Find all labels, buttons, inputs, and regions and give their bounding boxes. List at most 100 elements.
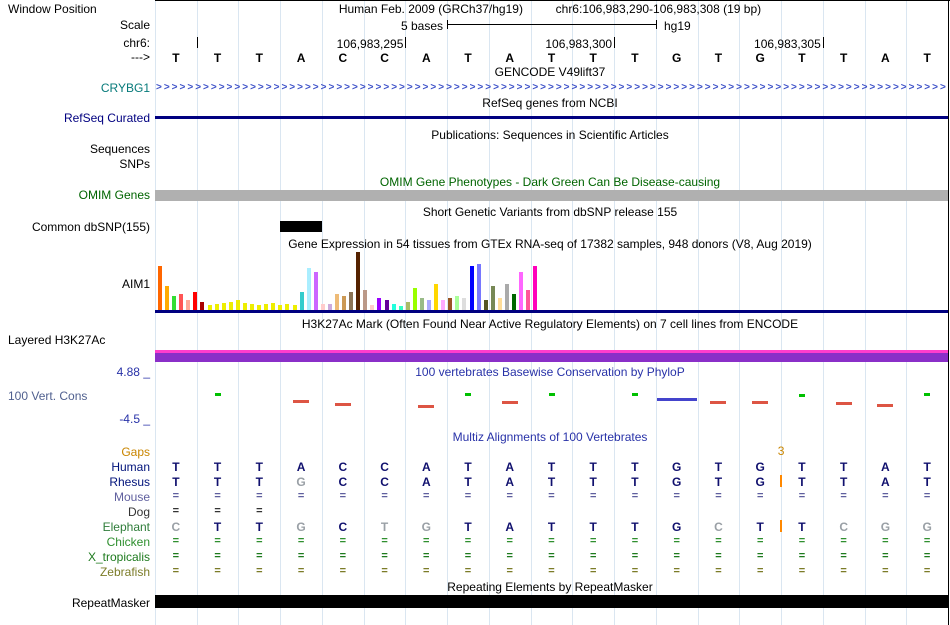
repeatmasker-bar[interactable] — [155, 595, 948, 608]
h3k27ac-signal-purple[interactable] — [155, 353, 948, 362]
gtex-expression-bar[interactable] — [257, 305, 262, 310]
gtex-expression-bar[interactable] — [419, 298, 424, 310]
gtex-expression-bar[interactable] — [278, 305, 283, 310]
dbsnp-label[interactable]: Common dbSNP(155) — [31, 220, 150, 234]
alignment-species-label[interactable]: Dog — [127, 505, 150, 519]
gtex-expression-bar[interactable] — [519, 272, 524, 310]
gtex-expression-bar[interactable] — [242, 303, 247, 310]
gene-label-crybg1[interactable]: CRYBG1 — [100, 81, 150, 95]
phylop-mark[interactable] — [835, 401, 852, 405]
alignment-base: T — [547, 460, 556, 474]
gtex-expression-bar[interactable] — [377, 298, 382, 310]
phylop-mark[interactable] — [501, 401, 518, 404]
h3k27ac-label[interactable]: Layered H3K27Ac — [8, 333, 106, 347]
refseq-curated-label[interactable]: RefSeq Curated — [63, 111, 150, 125]
gtex-expression-bar[interactable] — [306, 268, 311, 310]
gtex-expression-bar[interactable] — [455, 296, 460, 310]
gtex-expression-bar[interactable] — [391, 304, 396, 310]
gtex-expression-bar[interactable] — [179, 294, 184, 310]
gtex-expression-bar[interactable] — [476, 264, 481, 310]
phylop-mark[interactable] — [798, 394, 805, 397]
alignment-species-label[interactable]: Chicken — [106, 535, 150, 549]
gtex-expression-bar[interactable] — [186, 300, 191, 310]
phylop-mark[interactable] — [548, 392, 555, 396]
sequences-label[interactable]: Sequences — [89, 142, 150, 156]
gtex-expression-bar[interactable] — [533, 266, 538, 310]
alignment-species-label[interactable]: Human — [111, 460, 150, 474]
phylop-mark[interactable] — [465, 392, 472, 396]
gtex-expression-bar[interactable] — [285, 304, 290, 310]
phylop-mark[interactable] — [656, 398, 697, 402]
dbsnp-variant-box[interactable] — [280, 221, 322, 232]
strand-label: ---> — [131, 50, 150, 64]
gtex-expression-bar[interactable] — [469, 266, 474, 310]
gtex-expression-bar[interactable] — [172, 296, 177, 310]
phylop-mark[interactable] — [418, 404, 435, 408]
gtex-expression-bar[interactable] — [441, 300, 446, 310]
gtex-expression-bar[interactable] — [427, 300, 432, 310]
phylop-mark[interactable] — [293, 400, 310, 404]
gtex-expression-bar[interactable] — [462, 298, 467, 310]
gtex-expression-bar[interactable] — [250, 304, 255, 310]
gtex-expression-bar[interactable] — [214, 304, 219, 310]
gtex-expression-bar[interactable] — [193, 292, 198, 310]
phylop-mark[interactable] — [631, 392, 638, 396]
phylop-mark[interactable] — [710, 400, 727, 404]
gtex-expression-bar[interactable] — [292, 305, 297, 310]
phylop-mark[interactable] — [334, 402, 351, 406]
gtex-expression-bar[interactable] — [342, 296, 347, 310]
gtex-expression-bar[interactable] — [384, 300, 389, 310]
gtex-expression-bar[interactable] — [165, 286, 170, 310]
gtex-expression-bar[interactable] — [264, 304, 269, 310]
repeatmasker-label[interactable]: RepeatMasker — [71, 596, 150, 610]
gene-strand-arrows[interactable]: >>>>>>>>>>>>>>>>>>>>>>>>>>>>>>>>>>>>>>>>… — [156, 82, 947, 93]
phylop-max-value: 4.88 _ — [116, 365, 150, 379]
snps-label[interactable]: SNPs — [119, 157, 150, 171]
gtex-expression-bar[interactable] — [200, 302, 205, 310]
gtex-expression-bar[interactable] — [504, 284, 509, 310]
gtex-gene-label[interactable]: AIM1 — [121, 277, 150, 291]
gtex-expression-bar[interactable] — [405, 302, 410, 310]
gtex-expression-bar[interactable] — [235, 300, 240, 310]
gtex-expression-bar[interactable] — [320, 304, 325, 310]
gtex-expression-bar[interactable] — [526, 290, 531, 310]
gtex-expression-bar[interactable] — [363, 290, 368, 310]
gtex-expression-bar[interactable] — [490, 286, 495, 310]
refseq-gene-bar[interactable] — [155, 116, 948, 119]
alignment-base: T — [547, 475, 556, 489]
gtex-expression-bar[interactable] — [412, 288, 417, 310]
gtex-expression-bar[interactable] — [349, 292, 354, 310]
phylop-mark[interactable] — [214, 392, 221, 396]
phylop-mark[interactable] — [924, 392, 931, 396]
alignment-base: G — [672, 520, 682, 534]
omim-gene-bar[interactable] — [155, 190, 948, 201]
phylop-label[interactable]: 100 Vert. Cons — [8, 389, 88, 403]
gtex-expression-bar[interactable] — [228, 302, 233, 310]
gtex-expression-bar[interactable] — [370, 305, 375, 310]
gtex-expression-bar[interactable] — [271, 303, 276, 310]
gtex-expression-bar[interactable] — [398, 306, 403, 310]
gtex-expression-bar[interactable] — [335, 294, 339, 310]
gtex-expression-bar[interactable] — [483, 300, 488, 310]
gtex-expression-bar[interactable] — [512, 294, 516, 310]
gtex-expression-bar[interactable] — [313, 272, 318, 310]
gaps-row-label[interactable]: Gaps — [121, 445, 150, 459]
alignment-species-label[interactable]: X_tropicalis — [87, 550, 150, 564]
omim-genes-label[interactable]: OMIM Genes — [78, 188, 150, 202]
phylop-mark[interactable] — [752, 401, 769, 404]
alignment-species-label[interactable]: Mouse — [113, 490, 150, 504]
gtex-expression-bar[interactable] — [327, 304, 332, 310]
gtex-expression-bar[interactable] — [356, 252, 361, 310]
gtex-expression-bar[interactable] — [299, 292, 304, 310]
phylop-mark[interactable] — [877, 404, 894, 407]
alignment-species-label[interactable]: Elephant — [102, 520, 150, 534]
gtex-expression-bar[interactable] — [158, 266, 162, 310]
alignment-species-label[interactable]: Zebrafish — [99, 565, 150, 579]
gtex-expression-bar[interactable] — [448, 298, 453, 310]
alignment-species-label[interactable]: Rhesus — [109, 475, 150, 489]
gtex-expression-bar[interactable] — [434, 284, 439, 310]
gtex-expression-bar[interactable] — [221, 303, 226, 310]
h3k27ac-signal-pink[interactable] — [155, 350, 948, 353]
gtex-expression-bar[interactable] — [207, 305, 212, 310]
gtex-expression-bar[interactable] — [497, 298, 502, 310]
